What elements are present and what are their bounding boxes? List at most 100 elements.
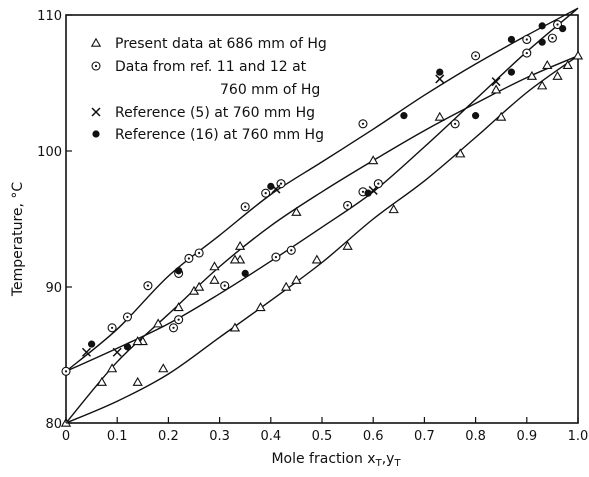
circle-dot-point-dot [172,326,175,329]
circle-dot-point-dot [556,23,559,26]
circle-dot-point-dot [264,192,267,195]
filled-circle-point [538,38,546,46]
curve-760-liquid [65,7,579,372]
cross-point-stroke-b [271,184,281,194]
triangle-point [153,318,164,328]
filled-circle-point [559,25,567,33]
x-axis-label-sub2: T [393,458,401,469]
x-tick-label: 1.0 [568,429,589,444]
circle-dot-point-dot [361,122,365,125]
filled-circle-point [472,112,480,120]
circle-dot-point [343,200,353,210]
circle-dot-point-dot [244,205,247,208]
x-tick-label: 0.9 [516,429,537,444]
circle-dot-point-dot [290,249,293,252]
circle-dot-point [271,252,281,262]
data-points [60,19,584,427]
x-tick-label: 0 [62,429,70,444]
triangle-point [229,254,241,264]
triangle-point [229,322,241,332]
circle-dot-point [358,119,368,129]
x-axis-label-sub1: T [375,458,383,469]
triangle-point [96,376,107,386]
legend-label: Reference (5) at 760 mm Hg [115,105,315,121]
triangle-point [132,336,143,346]
circle-dot-point-dot [274,255,278,259]
triangle-point [158,363,169,373]
circle-dot-point-dot [198,251,201,255]
circle-dot-point-dot [146,284,150,287]
circle-dot-point-dot [346,204,349,207]
x-tick-label: 0.3 [209,429,230,444]
filled-circle-point [364,189,372,197]
cross-point-stroke-b [112,347,122,357]
legend-label: Reference (16) at 760 mm Hg [115,127,324,143]
legend-marker-cross-stroke-b [91,107,101,117]
legend-marker-circle-dot-dot [94,64,98,68]
circle-dot-point [373,179,383,189]
curve-686-liquid [65,55,579,424]
filled-circle-point [175,267,183,275]
filled-circle-point [507,35,516,44]
circle-dot-point [522,34,532,45]
cross-point [112,347,122,357]
triangle-point [542,60,553,70]
legend-marker-triangle [90,37,102,47]
triangle-point [342,240,353,250]
filled-circle-point [267,182,275,190]
filled-circle-point [241,269,249,277]
triangle-point [434,111,445,121]
circle-dot-point-dot [525,51,528,55]
legend-marker-cross [91,107,101,117]
curve-686-vapor [65,55,579,424]
legend-marker-circle-dot [91,61,101,71]
circle-dot-point [168,323,179,333]
triangle-point [311,254,323,264]
circle-dot-point [174,315,184,325]
circle-dot-point [471,51,481,61]
triangle-point [281,281,292,291]
circle-dot-point [143,281,153,291]
x-tick-label: 0.2 [158,429,179,444]
circle-dot-point-dot [525,38,528,41]
circle-dot-point-dot [279,182,283,185]
circle-dot-point-dot [177,318,180,321]
triangle-point [291,274,302,284]
triangle-point [255,302,266,312]
triangle-point [173,302,184,312]
triangle-point [572,50,584,60]
triangle-point [496,111,507,121]
x-axis-label: Mole fraction xT,yT [271,451,401,469]
circle-dot-point-dot [551,37,554,40]
circle-dot-point-dot [454,122,457,125]
filled-circle-point [123,343,132,351]
axis-ticks: 0 0.1 0.2 0.3 0.4 0.5 0.6 0.7 0.8 0.9 1.0 80 90 100 11… [37,9,588,444]
cross-point [435,74,445,84]
filled-circle-point [88,340,96,348]
x-tick-label: 0.6 [363,429,384,444]
triangle-point [455,148,466,158]
circle-dot-point [61,366,71,376]
circle-dot-point-dot [361,190,365,193]
triangle-point [132,376,143,386]
x-tick-label: 0.8 [465,429,486,444]
x-axis-label-text: Mole fraction x [271,451,375,467]
triangle-point [562,60,573,70]
y-axis-label: Temperature, °C [10,182,26,298]
x-tick-label: 0.4 [260,429,281,444]
circle-dot-point [240,202,250,212]
circle-dot-point-dot [64,370,68,373]
x-axis-label-sep: ,y [382,451,395,467]
circle-dot-point-dot [474,54,477,57]
circle-dot-point-dot [377,182,380,185]
circle-dot-point [552,19,563,30]
legend-marker-filled-circle [92,130,100,138]
filled-circle-point [400,112,408,120]
circle-dot-point-dot [126,315,129,319]
cross-point-stroke-b [435,74,445,84]
circle-dot-point [220,281,230,291]
x-tick-label: 0.1 [107,429,128,444]
triangle-point [388,204,399,214]
triangle-point [234,240,246,250]
